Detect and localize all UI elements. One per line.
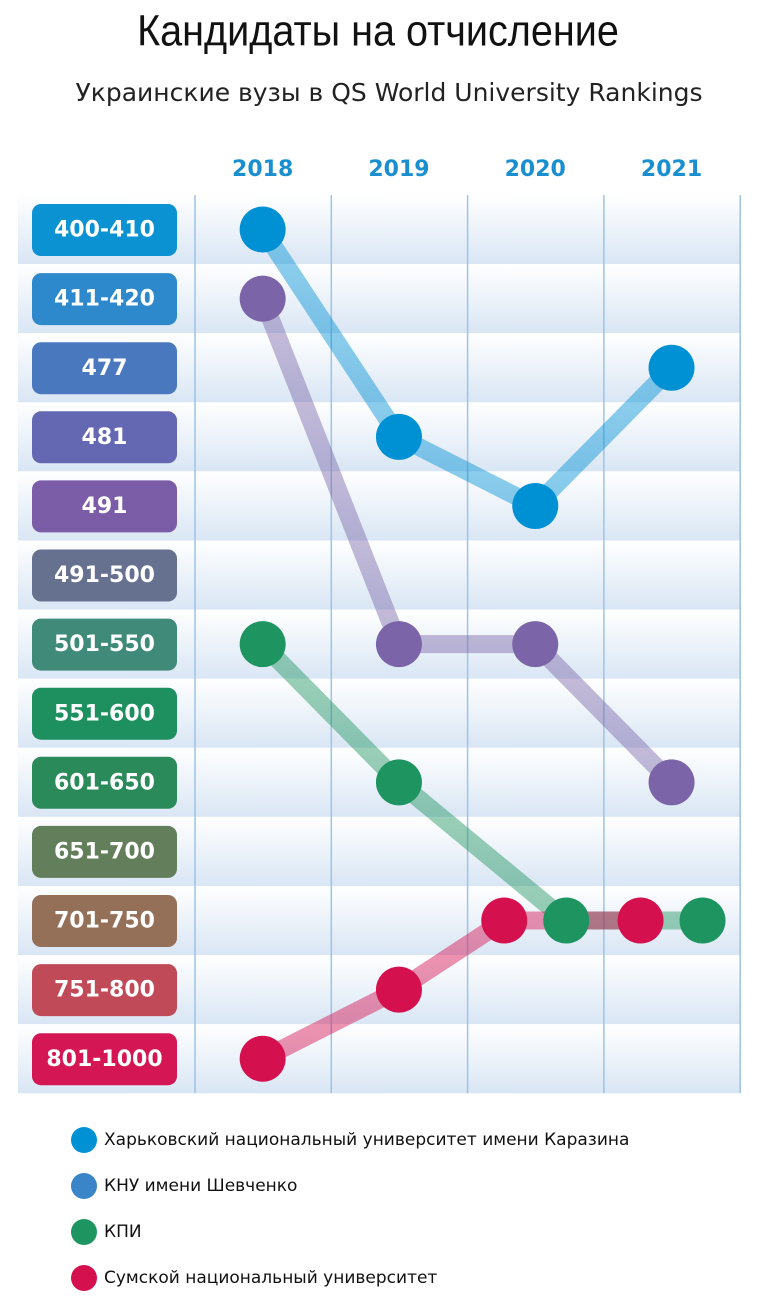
y-tick-label: 481 <box>82 425 128 450</box>
data-point <box>375 966 422 1013</box>
chart-title: Кандидаты на отчисление <box>137 6 619 55</box>
legend-label: КПИ <box>104 1222 142 1242</box>
x-tick-label: 2021 <box>641 157 702 182</box>
category-pill <box>32 273 177 326</box>
category-pill <box>32 480 177 533</box>
y-tick-label: 477 <box>82 356 128 381</box>
category-pill <box>32 618 177 671</box>
data-point <box>512 621 559 668</box>
legend-marker <box>71 1173 97 1199</box>
data-point <box>375 413 422 460</box>
chart-subtitle: Украинские вузы в QS World University Ra… <box>75 78 702 107</box>
series-line <box>254 295 678 789</box>
data-point <box>617 897 664 944</box>
data-point <box>239 1035 286 1082</box>
data-point <box>648 759 695 806</box>
y-tick-label: 601-650 <box>54 770 155 795</box>
series-line <box>255 224 678 515</box>
x-tick-label: 2018 <box>232 157 293 182</box>
category-pill <box>32 1033 177 1086</box>
y-tick-label: 411-420 <box>54 287 155 312</box>
y-tick-label: 701-750 <box>54 909 155 934</box>
legend-label: КНУ имени Шевченко <box>104 1176 297 1196</box>
y-tick-label: 501-550 <box>54 632 155 657</box>
legend-label: Сумской национальный университет <box>104 1268 437 1288</box>
data-point <box>481 897 528 944</box>
y-tick-label: 491-500 <box>54 563 155 588</box>
x-tick-label: 2019 <box>368 157 429 182</box>
category-pill <box>32 964 177 1017</box>
category-pill <box>32 756 177 809</box>
category-pill <box>32 204 177 256</box>
legend-marker <box>71 1219 97 1245</box>
y-tick-label: 551-600 <box>54 701 155 726</box>
y-tick-label: 651-700 <box>54 839 155 864</box>
legend-label: Харьковский национальный университет име… <box>104 1130 629 1150</box>
category-pill <box>32 895 177 947</box>
category-pill <box>32 549 177 602</box>
y-tick-label: 400-410 <box>54 218 155 243</box>
data-point <box>679 897 726 944</box>
x-tick-label: 2020 <box>505 157 566 182</box>
data-point <box>512 482 559 529</box>
category-pill <box>32 342 177 395</box>
data-point <box>239 275 286 322</box>
category-pill <box>32 411 177 464</box>
legend-marker <box>71 1127 97 1153</box>
legend-marker <box>71 1265 97 1291</box>
y-tick-label: 801-1000 <box>46 1047 162 1072</box>
data-point <box>375 759 422 806</box>
data-point <box>375 621 422 668</box>
y-tick-label: 751-800 <box>54 978 155 1003</box>
data-point <box>648 344 695 391</box>
category-pill <box>32 825 177 878</box>
y-tick-label: 491 <box>82 494 128 519</box>
category-pill <box>32 687 177 740</box>
data-point <box>239 206 286 253</box>
data-point <box>239 621 286 668</box>
data-point <box>543 897 590 944</box>
